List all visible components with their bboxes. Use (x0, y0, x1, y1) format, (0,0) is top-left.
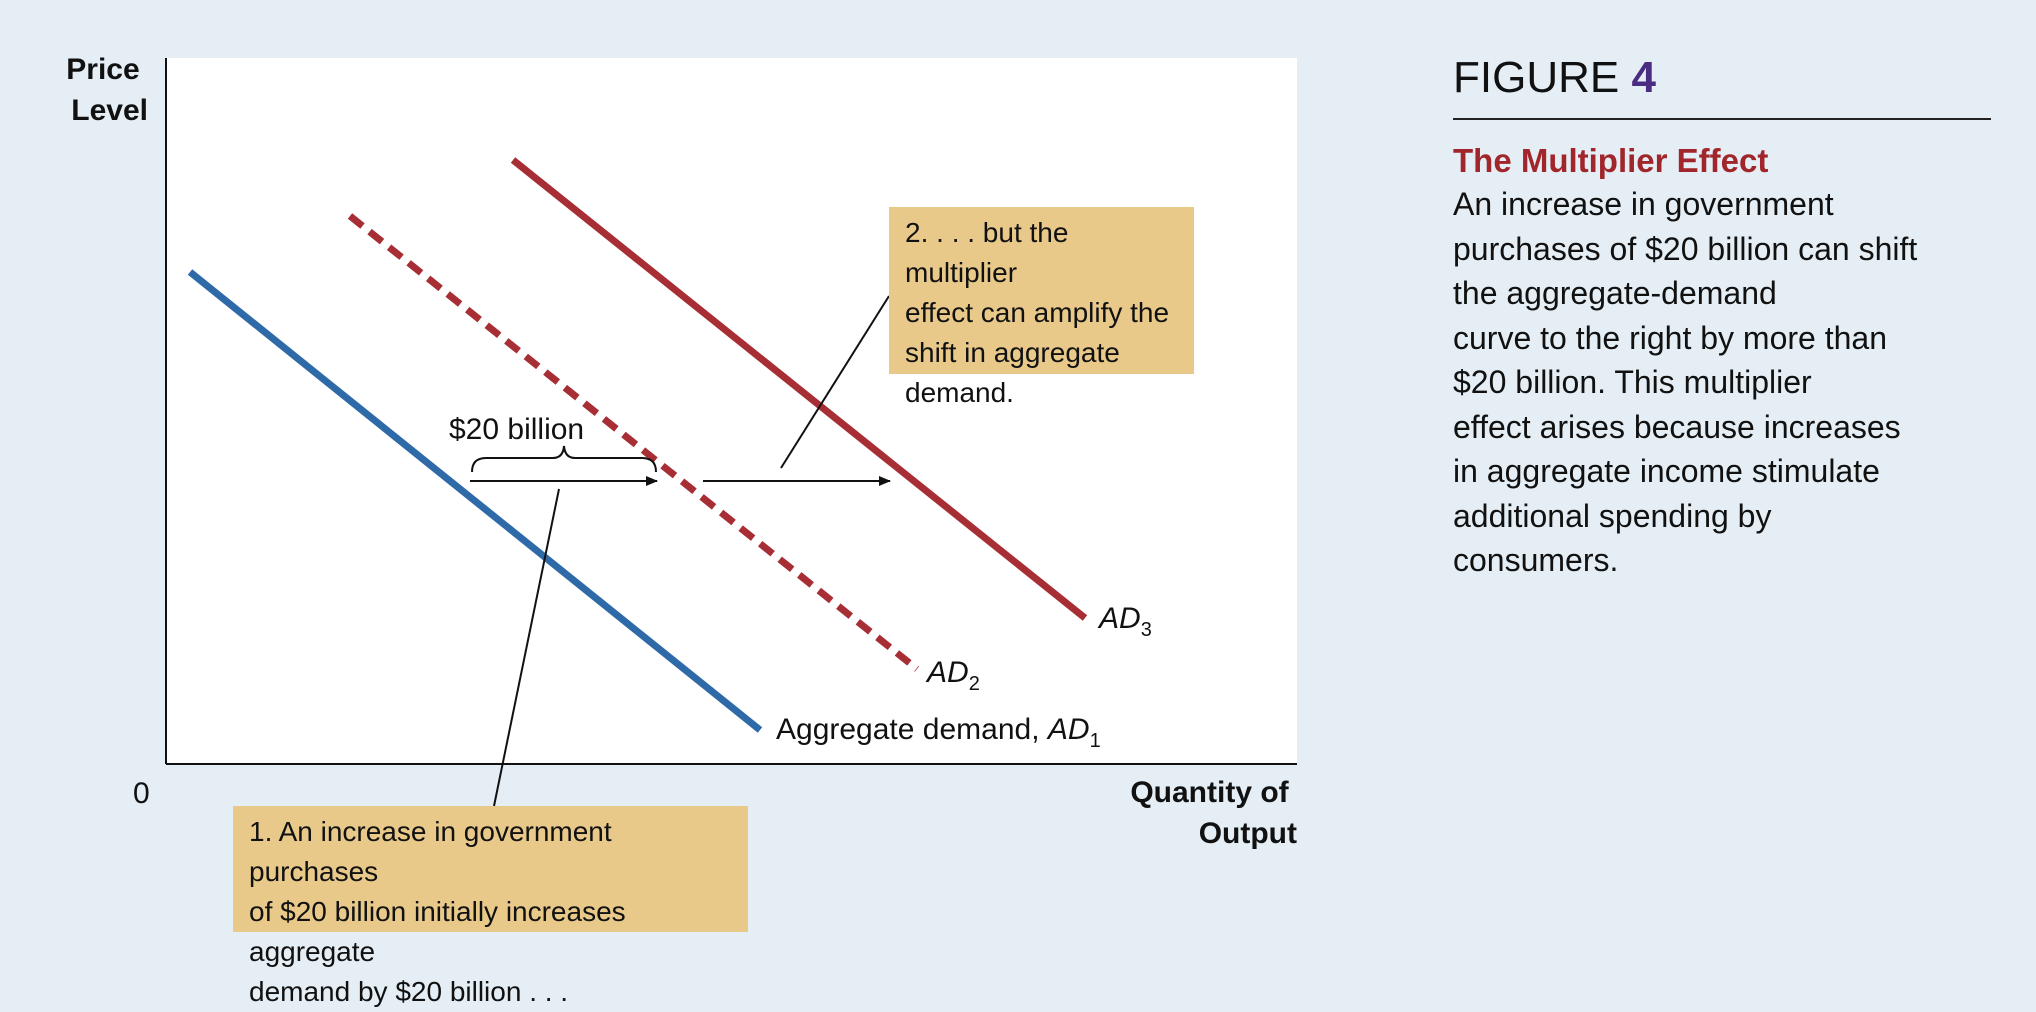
figure-title: The Multiplier Effect (1453, 142, 1769, 179)
caption-line: curve to the right by more than (1453, 319, 1887, 356)
caption-line: An increase in government (1453, 186, 1834, 222)
ad2-curve (347, 213, 920, 672)
caption-line: purchases of $20 billion can shift (1453, 230, 1918, 267)
plot-area (166, 58, 1297, 764)
figure-label: FIGURE (1453, 53, 1620, 102)
leader-line-callout-1 (493, 488, 560, 807)
caption-line: additional spending by (1453, 497, 1772, 534)
callout-1-line: demand by $20 billion . . . (249, 976, 569, 1007)
callout-multiplier-effect: 2. . . . but the multiplier effect can a… (889, 207, 1194, 408)
caption-line: the aggregate-demand (1453, 275, 1777, 311)
ad1-curve (187, 269, 763, 733)
callout-2-line: effect can amplify the (905, 297, 1170, 328)
caption-line: effect arises because increases (1453, 408, 1901, 445)
brace-label: $20 billion (449, 413, 584, 446)
caption-line: consumers. (1453, 542, 1619, 578)
ad3-curve (510, 157, 1088, 621)
callout-2-line: shift in aggregate (905, 337, 1120, 368)
multiplier-diagram: Price Level Quantity of Output 0 Aggrega… (66, 53, 1297, 850)
caption-line: $20 billion. This multiplier (1453, 364, 1812, 400)
callout-2-line: 2. . . . but the multiplier (905, 217, 1069, 288)
callout-2-line: demand. (905, 377, 1014, 408)
caption-line: in aggregate income stimulate (1453, 453, 1880, 489)
figure-caption: FIGURE 4 The Multiplier Effect An increa… (1453, 48, 1991, 583)
ad3-label: AD3 (1097, 602, 1152, 641)
y-axis-label: Price Level (66, 53, 148, 127)
figure-description: An increase in government purchases of $… (1453, 182, 1991, 583)
figure-number: 4 (1631, 53, 1656, 102)
x-axis-label: Quantity of Output (1130, 776, 1297, 850)
heading-rule (1453, 118, 1991, 120)
figure-heading: FIGURE 4 (1453, 48, 1991, 108)
origin-label: 0 (133, 777, 150, 810)
callout-1-line: of $20 billion initially increases aggre… (249, 896, 626, 967)
ad1-label: Aggregate demand, AD1 (776, 713, 1101, 752)
callout-1-line: 1. An increase in government purchases (249, 816, 612, 887)
callout-initial-increase: 1. An increase in government purchases o… (233, 806, 748, 1007)
twenty-billion-brace (471, 445, 657, 473)
leader-line-callout-2 (780, 295, 890, 469)
ad2-label: AD2 (925, 656, 980, 695)
